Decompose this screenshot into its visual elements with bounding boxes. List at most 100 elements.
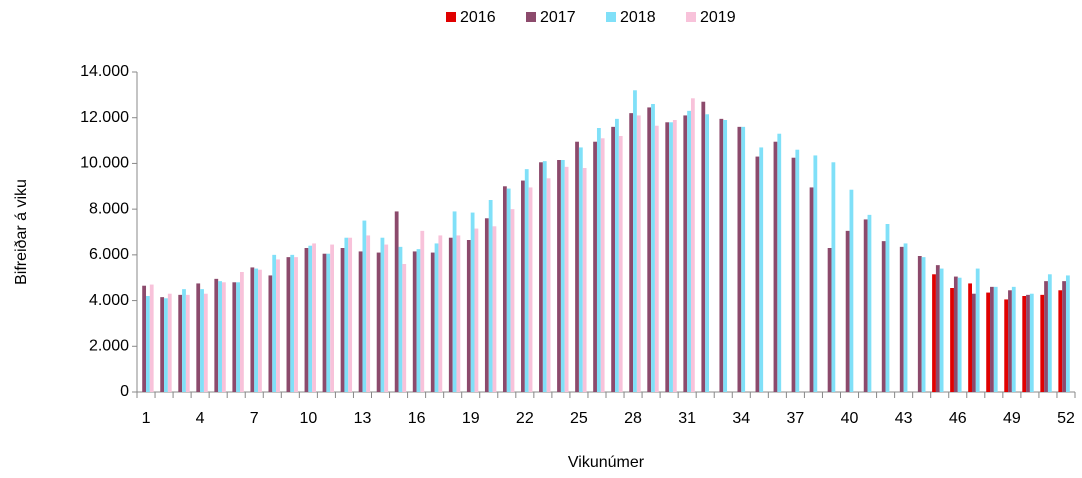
bar	[719, 118, 724, 392]
bar	[723, 120, 728, 392]
bar	[146, 296, 150, 392]
bar	[240, 272, 244, 392]
bar	[488, 200, 493, 392]
bar	[1008, 290, 1012, 392]
bar	[294, 257, 298, 392]
bar	[831, 162, 836, 392]
x-tick-label: 34	[732, 410, 750, 427]
bar	[358, 251, 363, 392]
bar	[326, 253, 331, 392]
bar	[167, 293, 172, 392]
x-tick-label: 43	[895, 410, 913, 427]
bar	[993, 286, 998, 392]
bar	[582, 168, 587, 392]
bar	[654, 125, 659, 392]
y-tick-label: 6.000	[89, 246, 129, 263]
x-tick-label: 7	[250, 410, 259, 427]
bar	[687, 110, 691, 392]
y-tick-label: 2.000	[89, 338, 129, 355]
bar	[1044, 281, 1048, 392]
bar	[690, 98, 695, 393]
x-tick-label: 4	[196, 410, 205, 427]
bar	[600, 138, 605, 392]
bar	[1026, 294, 1030, 392]
bar	[524, 169, 529, 392]
x-tick-label: 19	[462, 410, 480, 427]
x-tick-label: 10	[299, 410, 317, 427]
bar	[258, 269, 262, 392]
bar	[276, 259, 280, 392]
bar	[542, 161, 547, 392]
bar	[330, 244, 335, 392]
bar	[575, 141, 579, 392]
bar	[1062, 281, 1066, 392]
bar	[672, 120, 677, 392]
bar	[968, 283, 972, 392]
bar	[596, 128, 601, 392]
bar	[578, 147, 583, 392]
bar	[200, 289, 204, 392]
y-axis-label: Bifreiðar á viku	[13, 179, 30, 285]
bar	[185, 294, 190, 392]
bar	[272, 254, 277, 392]
bar	[1065, 275, 1070, 392]
bar	[611, 126, 616, 392]
bar	[214, 278, 219, 392]
bar	[975, 268, 980, 392]
x-tick-label: 46	[949, 410, 967, 427]
bar	[510, 209, 515, 392]
bar	[304, 248, 309, 392]
y-tick-label: 4.000	[89, 292, 129, 309]
bar	[470, 212, 475, 392]
bar	[416, 249, 421, 392]
bar	[863, 219, 868, 392]
bar	[160, 297, 165, 392]
bar	[845, 230, 850, 392]
bar	[366, 235, 371, 392]
bar	[290, 254, 295, 392]
legend-swatch	[606, 12, 616, 22]
bar	[539, 162, 543, 392]
bar	[203, 293, 208, 392]
x-tick-label: 37	[787, 410, 805, 427]
bar	[932, 274, 936, 392]
bar	[564, 166, 569, 392]
bar	[286, 257, 291, 392]
bar	[921, 257, 926, 392]
bar	[593, 141, 597, 392]
legend-swatch	[526, 12, 536, 22]
bar	[971, 293, 976, 392]
bar	[268, 275, 273, 392]
x-tick-label: 52	[1057, 410, 1075, 427]
bar	[809, 187, 814, 392]
bar	[759, 147, 764, 392]
bar	[506, 188, 511, 392]
bar	[917, 256, 922, 392]
bar	[438, 235, 443, 392]
bar	[990, 286, 994, 392]
bar	[142, 285, 147, 392]
bar	[867, 214, 872, 392]
bar	[647, 107, 652, 392]
bar	[348, 237, 353, 392]
bar	[1029, 293, 1034, 392]
bar	[1047, 274, 1052, 392]
bar	[182, 289, 186, 392]
legend-label: 2017	[540, 9, 576, 26]
bar	[701, 101, 706, 392]
bar	[420, 230, 425, 392]
bar	[452, 211, 457, 392]
bar	[615, 118, 619, 392]
bar	[849, 189, 854, 392]
bar	[633, 90, 637, 393]
bar	[484, 218, 489, 392]
bar	[149, 284, 154, 392]
bar	[903, 243, 908, 392]
bar	[705, 114, 710, 393]
bar	[885, 224, 890, 392]
bar	[380, 237, 385, 392]
bar	[813, 155, 818, 392]
bar	[560, 160, 565, 392]
x-tick-label: 40	[841, 410, 859, 427]
